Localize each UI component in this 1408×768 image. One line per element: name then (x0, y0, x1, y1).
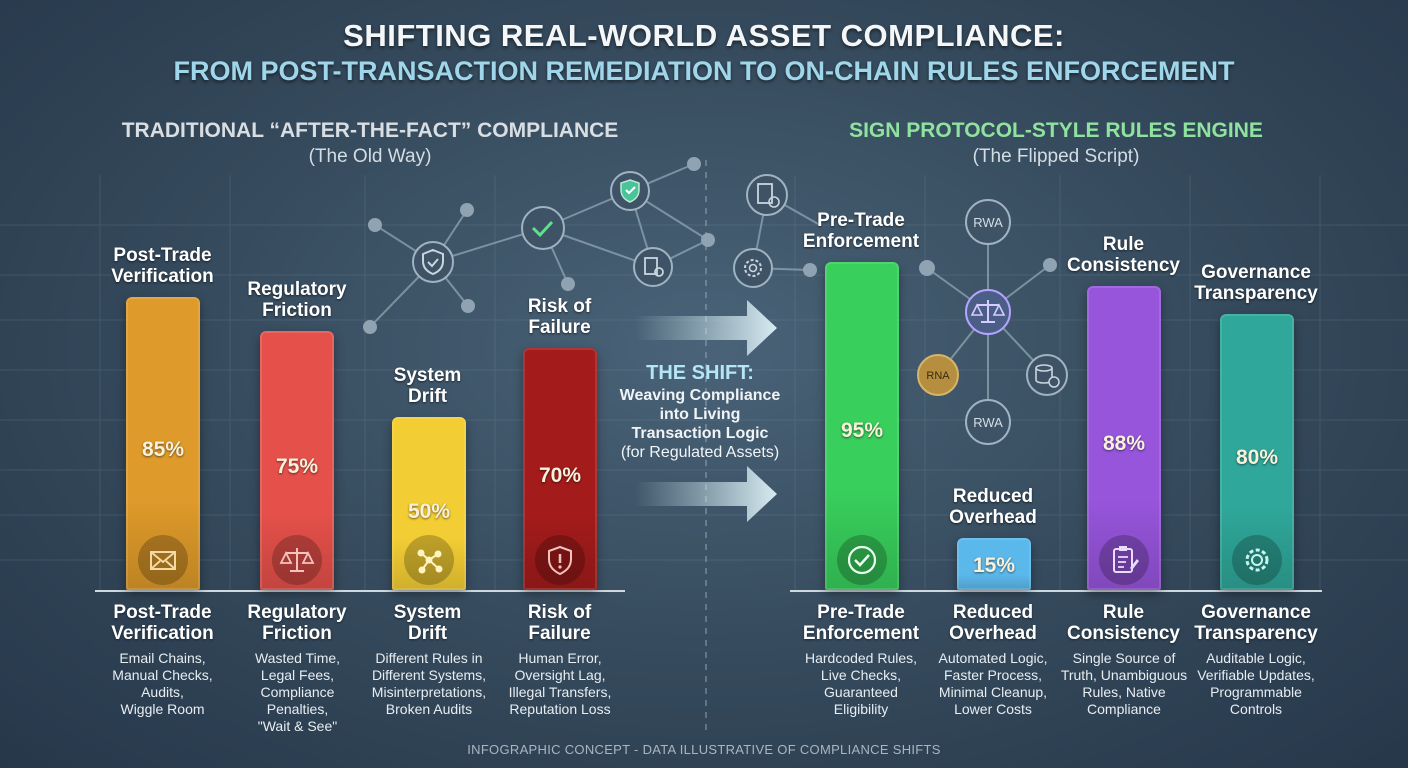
category-label: Risk of Failure (527, 602, 592, 644)
bar-description: Email Chains, Manual Checks, Audits, Wiggle… (112, 650, 213, 717)
scales-icon (965, 289, 1011, 335)
shift-title: THE SHIFT: (646, 362, 754, 384)
page-subtitle: FROM POST-TRANSACTION REMEDIATION TO ON-… (173, 56, 1235, 86)
bar-top-label: Governance Transparency (1194, 262, 1318, 304)
category-label: Rule Consistency (1067, 602, 1180, 644)
category-label: Pre-Trade Enforcement (802, 602, 920, 644)
bar-value-label: 85% (141, 438, 185, 461)
bar-top-label: Post-Trade Verification (111, 245, 214, 287)
bar-value-label: 75% (275, 455, 319, 478)
left-panel-heading: TRADITIONAL “AFTER-THE-FACT” COMPLIANCE (121, 119, 619, 142)
bar-description: Auditable Logic, Verifiable Updates, Progr… (1197, 650, 1315, 717)
arrow-right-icon (635, 466, 777, 522)
left-baseline (95, 590, 625, 592)
bar-value-label: 70% (538, 464, 582, 487)
bar-description: Different Rules in Different Systems, Misi… (371, 650, 487, 717)
category-label: System Drift (393, 602, 462, 644)
bar-top-label: Pre-Trade Enforcement (802, 210, 920, 252)
network-icon (404, 535, 454, 585)
bar-reduced-overhead (957, 538, 1031, 590)
page-title: SHIFTING REAL-WORLD ASSET COMPLIANCE: (343, 18, 1065, 53)
bar-description: Hardcoded Rules, Live Checks, Guaranteed El… (804, 650, 918, 717)
arrow-right-icon (635, 300, 777, 356)
bar-post-trade-verification (126, 297, 200, 590)
gear-icon (733, 248, 773, 288)
envelope-icon (138, 535, 188, 585)
rwa-label-top: RWA (973, 215, 1003, 230)
category-label: Governance Transparency (1194, 602, 1318, 644)
shield-icon (412, 241, 454, 283)
bar-top-label: Reduced Overhead (949, 486, 1037, 528)
bar-value-label: 95% (840, 419, 884, 442)
document-icon (746, 174, 788, 216)
rwa-node-bottom: RWA (965, 399, 1011, 445)
right-baseline (790, 590, 1322, 592)
footer-note: INFOGRAPHIC CONCEPT - DATA ILLUSTRATIVE … (467, 742, 941, 757)
bar-value-label: 15% (972, 554, 1016, 577)
bar-description: Wasted Time, Legal Fees, Compliance Penalti… (254, 650, 341, 734)
bar-risk-of-failure (523, 348, 597, 590)
clipboard-icon (1099, 535, 1149, 585)
category-label: Post-Trade Verification (111, 602, 214, 644)
bar-description: Single Source of Truth, Unambiguous Rules,… (1060, 650, 1188, 717)
database-check-icon (1026, 354, 1068, 396)
right-panel-subheading: (The Flipped Script) (972, 146, 1140, 167)
bar-rule-consistency (1087, 286, 1161, 590)
shift-description: Weaving Compliance into Living Transacti… (619, 387, 781, 461)
bar-pre-trade-enforcement (825, 262, 899, 590)
scales-icon (272, 535, 322, 585)
category-label: Reduced Overhead (949, 602, 1037, 644)
alert-shield-icon (535, 535, 585, 585)
bar-top-label: Risk of Failure (527, 296, 592, 338)
bar-regulatory-friction (260, 331, 334, 590)
bar-value-label: 50% (407, 500, 451, 523)
checkmark-icon (521, 206, 565, 250)
check-circle-icon (837, 535, 887, 585)
bar-top-label: Rule Consistency (1067, 234, 1180, 276)
bar-top-label: System Drift (393, 365, 462, 407)
right-panel-heading: SIGN PROTOCOL-STYLE RULES ENGINE (849, 119, 1263, 142)
document-search-icon (633, 247, 673, 287)
shield-check-icon (610, 171, 650, 211)
rna-coin-icon: RNA (917, 354, 959, 396)
bar-value-label: 80% (1235, 446, 1279, 469)
left-panel-subheading: (The Old Way) (308, 146, 432, 167)
bar-governance-transparency (1220, 314, 1294, 590)
bar-description: Automated Logic, Faster Process, Minimal C… (938, 650, 1048, 717)
bar-top-label: Regulatory Friction (247, 279, 347, 321)
gear-icon (1232, 535, 1282, 585)
rwa-node-top: RWA (965, 199, 1011, 245)
bar-value-label: 88% (1102, 432, 1146, 455)
rna-label: RNA (926, 370, 950, 382)
category-label: Regulatory Friction (247, 602, 347, 644)
rwa-label-bottom: RWA (973, 415, 1003, 430)
bar-description: Human Error, Oversight Lag, Illegal Transf… (508, 650, 612, 717)
